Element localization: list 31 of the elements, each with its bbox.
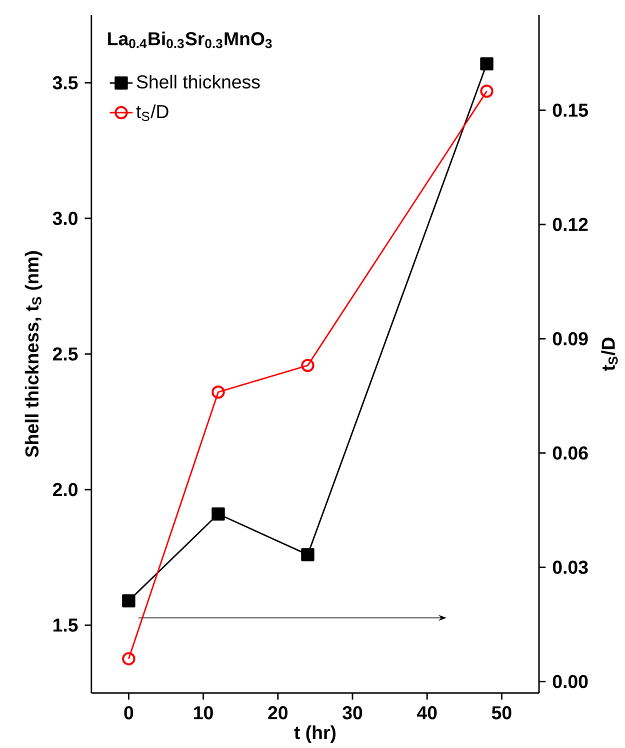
point — [212, 507, 225, 521]
y-tick-label: 2.5 — [52, 347, 78, 361]
y2-axis-title: t$_{S}$/D — [601, 338, 618, 371]
x-tick-label: 20 — [268, 706, 288, 720]
y2-tick-label: 0.09 — [552, 332, 588, 346]
x-tick-label: 10 — [194, 706, 213, 720]
point — [122, 652, 136, 666]
point — [301, 358, 314, 372]
x-tick-label: 40 — [417, 706, 437, 720]
x-tick-label: 0 — [124, 706, 134, 720]
y2-tick-label: 0.03 — [552, 560, 588, 574]
point — [122, 594, 136, 608]
y2-tick-label: 0.06 — [552, 446, 588, 460]
y-tick-label: 3.5 — [52, 76, 78, 90]
y2-tick-label: 0.00 — [552, 674, 588, 688]
point — [480, 84, 494, 98]
legend-label: Shell thickness — [136, 74, 260, 89]
point — [212, 385, 225, 399]
x-axis-title: t (hr) — [294, 725, 336, 743]
legend-label: t$_{S}$/D — [136, 104, 168, 122]
x-tick-label: 30 — [342, 706, 362, 720]
y-tick-label: 2.0 — [52, 482, 78, 496]
text: La$_{0.4}$Bi$_{0.3}$Sr$_{0.3}$MnO$_{3}$ — [108, 32, 272, 48]
y2-tick-label: 0.15 — [552, 104, 588, 117]
y-tick-label: 1.5 — [53, 618, 78, 632]
point — [480, 57, 494, 70]
y-tick-label: 3.0 — [52, 212, 78, 226]
y-axis-title: Shell thickness, t$_{S}$ (nm) — [24, 251, 42, 458]
point — [301, 548, 314, 562]
y2-tick-label: 0.12 — [552, 218, 588, 232]
x-tick-label: 50 — [492, 706, 512, 720]
